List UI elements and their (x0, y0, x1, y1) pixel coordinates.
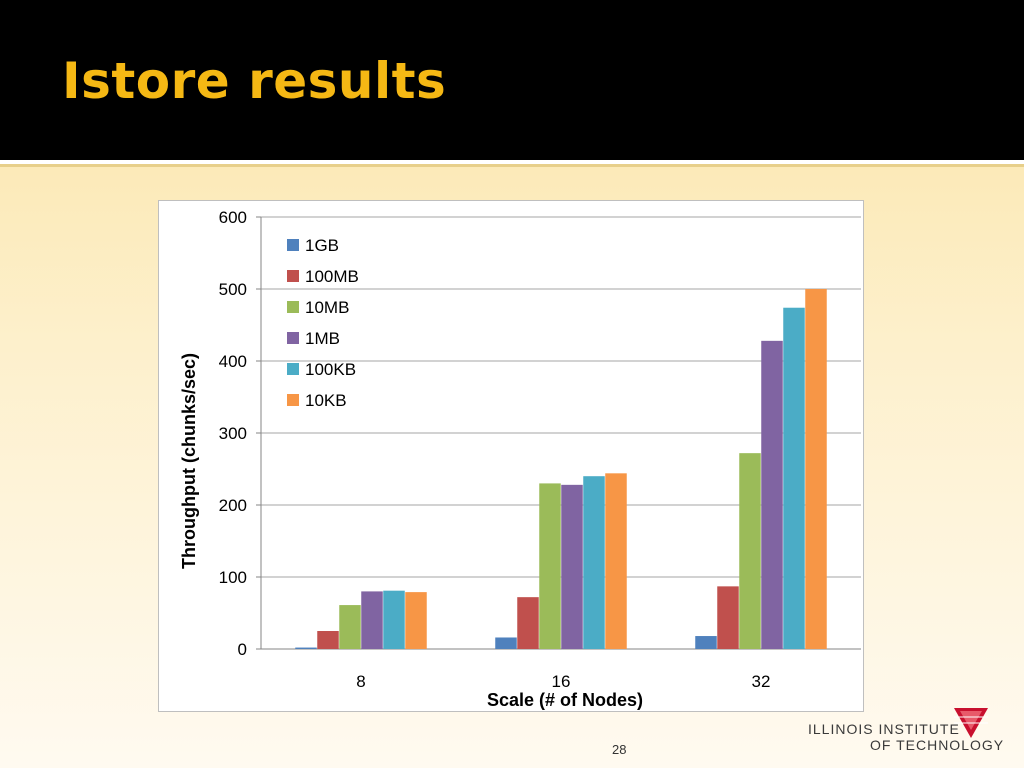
bar-1gb-16 (495, 637, 517, 649)
y-tick-label: 500 (219, 280, 247, 299)
bar-10mb-8 (339, 605, 361, 649)
chart-panel: 0 100 200 300 400 500 600 8 16 32 Scale (# of Node… (158, 200, 864, 712)
bar-10mb-32 (739, 453, 761, 649)
page-number: 28 (612, 742, 627, 757)
legend-swatch-10mb (287, 301, 299, 313)
header-divider-shadow (0, 164, 1024, 167)
slide-title: Istore results (62, 52, 447, 110)
legend-label-10mb: 10MB (305, 298, 349, 317)
bar-10kb-32 (805, 289, 827, 649)
bar-1mb-16 (561, 484, 583, 649)
legend-swatch-100mb (287, 270, 299, 282)
bar-1mb-8 (361, 591, 383, 649)
x-tick-label: 32 (752, 672, 771, 691)
bar-100kb-16 (583, 476, 605, 649)
bar-10kb-16 (605, 473, 627, 649)
legend-swatch-100kb (287, 363, 299, 375)
institution-logo: ILLINOIS INSTITUTE OF TECHNOLOGY (808, 708, 1008, 754)
legend-label-10kb: 10KB (305, 391, 347, 410)
bar-100mb-32 (717, 586, 739, 649)
legend-swatch-10kb (287, 394, 299, 406)
legend-swatch-1gb (287, 239, 299, 251)
x-tick-label: 8 (356, 672, 365, 691)
y-tick-label: 0 (238, 640, 247, 659)
bar-100mb-8 (317, 631, 339, 649)
y-tick-label: 100 (219, 568, 247, 587)
title-bar (0, 0, 1024, 160)
bar-100mb-16 (517, 597, 539, 649)
header-divider (0, 160, 1024, 164)
legend-label-1mb: 1MB (305, 329, 340, 348)
y-tick-label: 600 (219, 208, 247, 227)
bar-10kb-8 (405, 592, 427, 649)
y-tick-label: 400 (219, 352, 247, 371)
bar-1gb-32 (695, 636, 717, 649)
y-axis-label: Throughput (chunks/sec) (179, 353, 199, 569)
logo-text-line2: OF TECHNOLOGY (870, 737, 1005, 753)
legend-label-1gb: 1GB (305, 236, 339, 255)
logo-mark-icon (954, 708, 988, 738)
x-axis-label: Scale (# of Nodes) (487, 690, 643, 710)
logo-text-line1: ILLINOIS INSTITUTE (808, 721, 960, 737)
legend-label-100kb: 100KB (305, 360, 356, 379)
bar-1gb-8 (295, 647, 317, 649)
bar-1mb-32 (761, 340, 783, 649)
bar-10mb-16 (539, 483, 561, 649)
bar-100kb-8 (383, 590, 405, 649)
x-tick-label: 16 (552, 672, 571, 691)
y-tick-label: 200 (219, 496, 247, 515)
bar-chart: 0 100 200 300 400 500 600 8 16 32 Scale (# of Node… (179, 208, 861, 710)
legend-label-100mb: 100MB (305, 267, 359, 286)
legend-swatch-1mb (287, 332, 299, 344)
y-tick-label: 300 (219, 424, 247, 443)
bar-100kb-32 (783, 307, 805, 649)
